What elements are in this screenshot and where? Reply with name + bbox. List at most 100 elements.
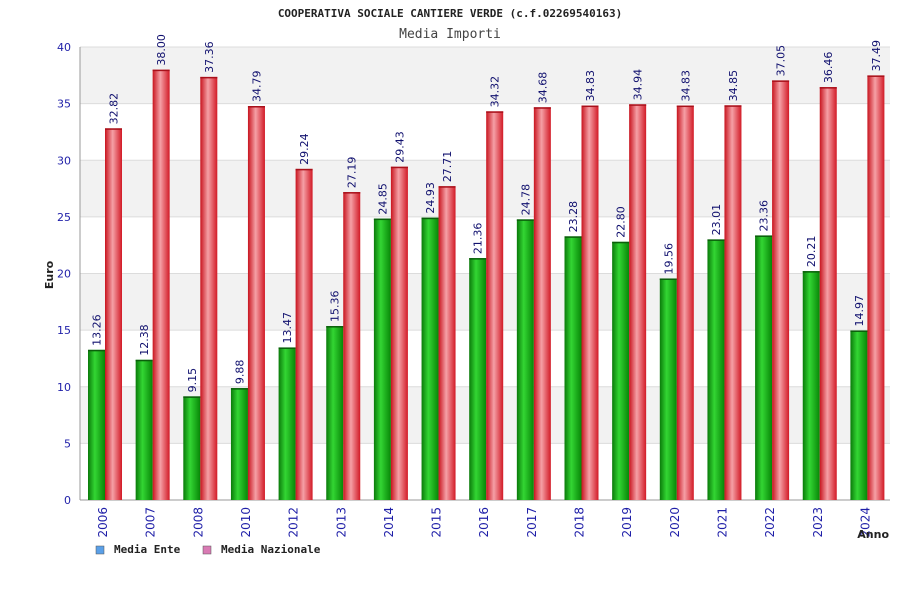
bar-media-nazionale-cap <box>867 75 885 77</box>
bar-media-ente-cap <box>755 235 773 237</box>
chart-subtitle: Media Importi <box>399 27 501 42</box>
value-label: 13.26 <box>91 314 104 346</box>
legend-label-media-nazionale: Media Nazionale <box>221 543 321 556</box>
x-axis-label: Anno <box>857 528 889 541</box>
bar-media-ente-cap <box>469 258 487 260</box>
bar-media-nazionale-cap <box>390 166 408 169</box>
value-label: 37.36 <box>203 41 216 73</box>
bar-media-nazionale <box>105 128 122 500</box>
value-label: 14.97 <box>853 295 866 327</box>
value-label: 29.24 <box>298 133 311 165</box>
bar-media-ente-cap <box>183 396 201 398</box>
y-tick-label: 35 <box>57 98 71 111</box>
value-label: 24.93 <box>424 182 437 214</box>
value-label: 29.43 <box>393 131 406 163</box>
bar-media-ente <box>707 239 725 500</box>
y-tick-label: 30 <box>57 154 71 167</box>
y-tick-label: 15 <box>57 324 71 337</box>
x-tick-label: 2010 <box>239 507 253 538</box>
value-label: 19.56 <box>662 243 675 275</box>
bar-media-nazionale <box>629 104 647 500</box>
bar-media-nazionale <box>867 75 885 500</box>
bar-media-nazionale <box>581 105 599 501</box>
bar-media-ente-cap <box>421 217 439 220</box>
bar-media-ente-cap <box>612 241 630 244</box>
value-label: 32.82 <box>108 93 121 125</box>
bar-media-ente <box>516 219 534 500</box>
bar-media-nazionale-cap <box>438 186 456 188</box>
value-label: 9.88 <box>233 360 246 385</box>
value-label: 12.38 <box>138 324 151 356</box>
value-label: 27.71 <box>441 151 454 183</box>
bar-media-nazionale-cap <box>247 106 265 108</box>
bar-media-ente-cap <box>88 349 105 352</box>
value-label: 34.85 <box>727 70 740 102</box>
x-tick-label: 2023 <box>811 507 825 538</box>
value-label: 34.68 <box>536 72 549 104</box>
value-label: 21.36 <box>472 223 485 255</box>
bar-media-nazionale-cap <box>486 111 504 113</box>
bar-media-nazionale <box>343 192 361 501</box>
bar-media-nazionale <box>247 106 265 501</box>
x-tick-label: 2022 <box>763 507 777 538</box>
bar-media-ente <box>326 326 344 500</box>
value-label: 22.80 <box>615 206 628 238</box>
bar-media-ente-cap <box>278 347 296 349</box>
bar-media-nazionale-cap <box>295 168 313 171</box>
bars <box>88 69 885 501</box>
y-axis-label: Euro <box>43 260 56 289</box>
bar-media-nazionale-cap <box>343 192 361 194</box>
bar-media-nazionale <box>438 186 456 500</box>
bar-media-nazionale-cap <box>200 76 218 79</box>
bar-media-ente <box>135 359 153 500</box>
bar-media-ente <box>659 278 677 500</box>
value-label: 37.05 <box>775 45 788 77</box>
x-tick-label: 2016 <box>477 507 491 538</box>
bar-media-nazionale-cap <box>105 128 122 130</box>
bar-media-ente-cap <box>516 219 534 221</box>
bar-media-ente <box>850 330 868 500</box>
value-label: 34.79 <box>250 71 263 103</box>
bar-media-ente-cap <box>230 388 248 390</box>
bar-media-nazionale-cap <box>819 87 837 89</box>
value-label: 23.28 <box>567 201 580 233</box>
value-label: 36.46 <box>822 52 835 84</box>
bar-media-nazionale-cap <box>581 105 599 108</box>
bar-media-ente <box>421 217 439 500</box>
value-label: 34.94 <box>632 69 645 101</box>
bar-media-ente <box>612 241 630 501</box>
y-tick-label: 20 <box>57 268 71 281</box>
bar-media-ente-cap <box>564 236 582 238</box>
y-tick-label: 10 <box>57 381 71 394</box>
bar-media-ente-cap <box>373 218 391 221</box>
value-label: 23.36 <box>758 200 771 232</box>
bar-media-nazionale <box>724 105 742 500</box>
x-tick-label: 2014 <box>382 507 396 538</box>
bar-media-nazionale <box>295 168 313 500</box>
bar-media-nazionale <box>676 105 694 501</box>
bar-media-ente-cap <box>135 359 153 362</box>
x-tick-label: 2007 <box>144 507 158 538</box>
value-labels: 13.26 32.82 12.38 38.00 9.15 37.36 9.88 34.79 13… <box>91 34 883 392</box>
x-tick-label: 2013 <box>334 507 348 538</box>
bar-media-ente-cap <box>850 330 868 332</box>
legend-swatch-media-ente <box>95 545 105 555</box>
bar-media-nazionale <box>152 69 170 501</box>
bar-media-nazionale-cap <box>533 107 551 109</box>
y-tick-label: 5 <box>64 437 71 450</box>
value-label: 34.83 <box>584 70 597 102</box>
legend: Media Ente Media Nazionale <box>95 543 321 556</box>
bar-media-nazionale <box>390 166 408 500</box>
x-tick-label: 2024 <box>858 507 872 538</box>
bar-media-nazionale-cap <box>152 69 170 72</box>
legend-label-media-ente: Media Ente <box>114 543 181 556</box>
x-tick-label: 2021 <box>715 507 729 538</box>
bar-media-ente <box>88 349 105 500</box>
x-tick-label: 2019 <box>620 507 634 538</box>
bar-media-nazionale <box>533 107 551 501</box>
value-label: 34.83 <box>679 70 692 102</box>
x-tick-label: 2020 <box>668 507 682 538</box>
y-tick-label: 0 <box>64 494 71 507</box>
value-label: 20.21 <box>805 236 818 268</box>
